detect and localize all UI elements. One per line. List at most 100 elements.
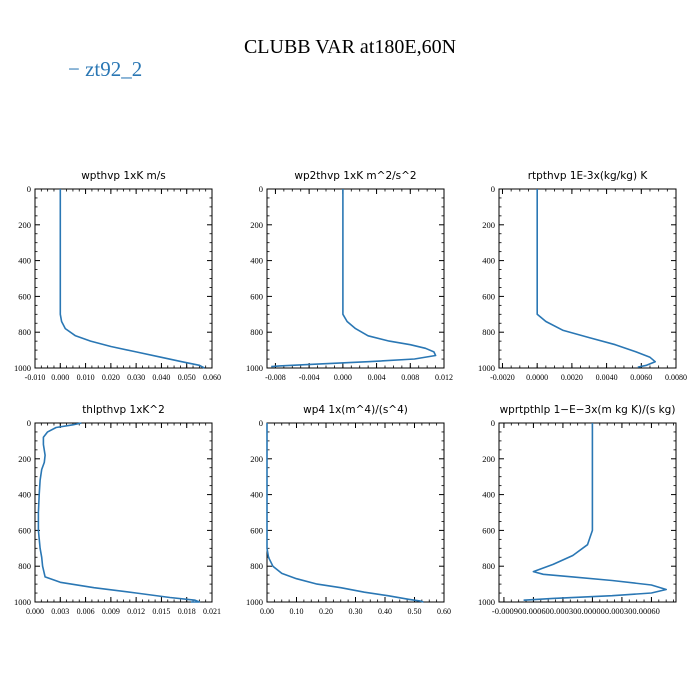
- y-tick-label: 800: [482, 561, 495, 571]
- plot-frame: [34, 422, 213, 603]
- y-tick-label: 400: [18, 490, 31, 500]
- x-tick-label: -0.010: [25, 373, 46, 382]
- y-tick-label: 400: [250, 490, 263, 500]
- y-tick-label: 600: [18, 291, 31, 301]
- series-line-zt92-2: [37, 422, 201, 603]
- x-tick-label: 0.010: [77, 373, 95, 382]
- series-line-zt92-2: [266, 423, 424, 603]
- y-tick-label: 400: [482, 490, 495, 500]
- x-tick-label: 0.012: [127, 607, 145, 616]
- y-tick-label: 0: [259, 418, 263, 428]
- x-tick-label: 0.30: [349, 607, 363, 616]
- x-tick-label: 0.018: [178, 607, 196, 616]
- x-tick-label: 0.000: [51, 373, 69, 382]
- x-tick-label: 0.50: [408, 607, 422, 616]
- panel-title: wprtpthlp 1−E−3x(m kg K)/(s kg): [500, 404, 676, 416]
- x-tick-label: 0.000: [334, 373, 352, 382]
- x-tick-label: 0.0080: [665, 373, 687, 382]
- panel-3: rtpthvp 1E-3x(kg/kg) K 0 200 400 600 800 1000-…: [478, 170, 687, 382]
- y-tick-label: 800: [482, 327, 495, 337]
- x-tick-label: 0.020: [102, 373, 120, 382]
- y-tick-label: 600: [250, 525, 263, 535]
- panel-title: rtpthvp 1E-3x(kg/kg) K: [528, 170, 649, 182]
- plot-frame: [34, 188, 213, 369]
- x-tick-label: 0.009: [102, 607, 120, 616]
- x-tick-label: 0.040: [152, 373, 170, 382]
- x-tick-label: 0.00: [260, 607, 274, 616]
- x-tick-label: -0.008: [265, 373, 286, 382]
- y-tick-label: 200: [482, 220, 495, 230]
- series-line-zt92-2: [536, 189, 657, 368]
- x-tick-label: 0.060: [203, 373, 221, 382]
- x-tick-label: 0.006: [77, 607, 95, 616]
- x-tick-label: 0.015: [152, 607, 170, 616]
- y-tick-label: 600: [482, 291, 495, 301]
- x-tick-label: 0.20: [319, 607, 333, 616]
- x-tick-label: 0.021: [203, 607, 221, 616]
- x-tick-label: 0.003: [51, 607, 69, 616]
- y-tick-label: 200: [250, 454, 263, 464]
- legend: − zt92_2: [68, 57, 142, 82]
- x-tick-label: 0.0020: [561, 373, 583, 382]
- plot-frame: [498, 422, 677, 603]
- y-tick-label: 1000: [14, 597, 31, 607]
- x-tick-label: 0.000: [26, 607, 44, 616]
- panel-1: wpthvp 1xK m/s 0 200 400 600 800 1000-0.010 0.0…: [14, 170, 221, 382]
- x-tick-label: 0.0040: [596, 373, 618, 382]
- panel-title: thlpthvp 1xK^2: [82, 404, 165, 416]
- y-tick-label: 400: [482, 256, 495, 266]
- y-tick-label: 200: [18, 454, 31, 464]
- figure-title: CLUBB VAR at180E,60N: [243, 36, 457, 58]
- y-tick-label: 1000: [14, 363, 31, 373]
- y-tick-label: 600: [250, 291, 263, 301]
- series-line-zt92-2: [59, 189, 205, 369]
- x-tick-label: 0.10: [290, 607, 304, 616]
- panel-title: wp2thvp 1xK m^2/s^2: [294, 170, 416, 182]
- series-line-zt92-2: [523, 423, 668, 601]
- y-tick-label: 800: [250, 561, 263, 571]
- x-tick-labels: -0.000900.000600.000300.000000.000300.00…: [492, 607, 660, 616]
- y-tick-label: 800: [18, 327, 31, 337]
- legend-entry-zt92-2: − zt92_2: [68, 57, 143, 81]
- y-tick-label: 0: [27, 184, 31, 194]
- y-tick-label: 800: [250, 327, 263, 337]
- y-tick-label: 1000: [478, 363, 495, 373]
- x-tick-label: 0.0060: [630, 373, 652, 382]
- y-tick-label: 0: [491, 184, 495, 194]
- x-tick-label: -0.004: [299, 373, 320, 382]
- plot-frame: [266, 188, 445, 369]
- y-tick-label: 0: [27, 418, 31, 428]
- y-tick-label: 200: [482, 454, 495, 464]
- series-line-zt92-2: [271, 189, 437, 368]
- panel-title: wp4 1x(m^4)/(s^4): [303, 404, 408, 416]
- y-tick-label: 800: [18, 561, 31, 571]
- plot-frame: [498, 188, 677, 369]
- x-tick-label: 0.0000: [526, 373, 548, 382]
- y-tick-label: 1000: [246, 597, 263, 607]
- panel-title: wpthvp 1xK m/s: [81, 170, 166, 182]
- y-tick-label: 1000: [478, 597, 495, 607]
- y-tick-label: 600: [18, 525, 31, 535]
- y-tick-label: 1000: [246, 363, 263, 373]
- x-tick-label: 0.050: [178, 373, 196, 382]
- x-tick-label: 0.030: [127, 373, 145, 382]
- x-tick-label: 0.60: [437, 607, 451, 616]
- x-tick-label: -0.0020: [490, 373, 515, 382]
- y-tick-label: 400: [18, 256, 31, 266]
- panel-6: wprtpthlp 1−E−3x(m kg K)/(s kg) 0 200 400 60…: [478, 404, 677, 616]
- x-tick-label: 0.012: [435, 373, 453, 382]
- y-tick-label: 0: [259, 184, 263, 194]
- x-tick-label: 0.008: [401, 373, 419, 382]
- x-tick-label: 0.40: [378, 607, 392, 616]
- x-tick-label: 0.004: [368, 373, 386, 382]
- y-tick-label: 0: [491, 418, 495, 428]
- y-tick-label: 200: [250, 220, 263, 230]
- y-tick-label: 200: [18, 220, 31, 230]
- y-tick-label: 600: [482, 525, 495, 535]
- y-tick-label: 400: [250, 256, 263, 266]
- plot-frame: [266, 422, 445, 603]
- panel-2: wp2thvp 1xK m^2/s^202004006008001000-0.0…: [246, 170, 453, 382]
